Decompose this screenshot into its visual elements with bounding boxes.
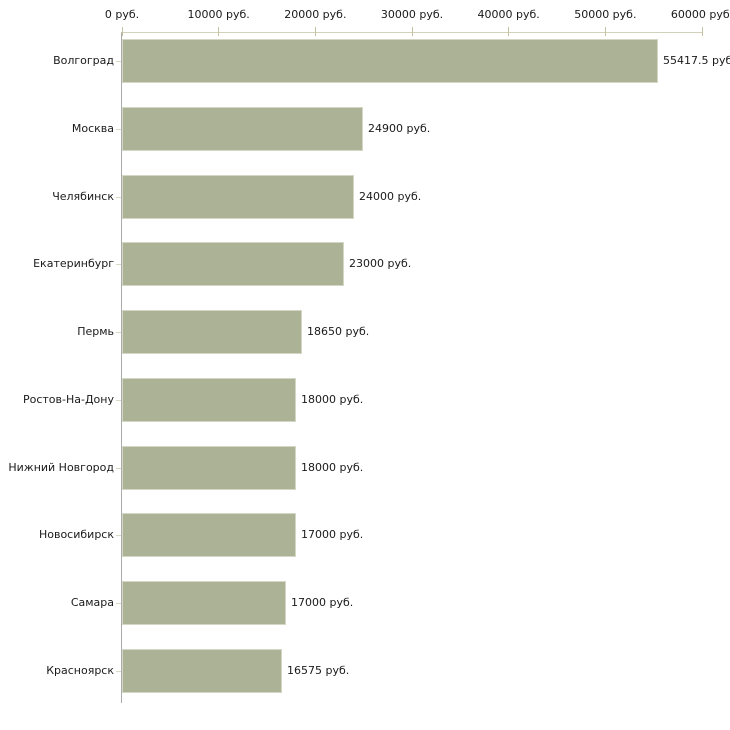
x-axis-tick xyxy=(604,27,606,36)
value-label: 23000 руб. xyxy=(349,257,412,271)
category-label: Волгоград xyxy=(53,54,114,67)
bar xyxy=(122,377,296,422)
category-label: Челябинск xyxy=(52,189,114,203)
value-label: 18000 руб. xyxy=(301,460,364,474)
category-label: Самара xyxy=(70,596,114,609)
value-label: 17000 руб. xyxy=(301,528,364,542)
value-label: 55417.5 руб xyxy=(663,54,730,67)
x-axis-tick xyxy=(314,27,316,36)
x-axis-tick-label: 30000 руб. xyxy=(380,8,444,21)
category-label: Новосибирск xyxy=(38,528,114,542)
x-axis-tick-label: 50000 руб. xyxy=(574,8,637,21)
category-tick xyxy=(116,332,121,333)
bar xyxy=(122,106,363,151)
category-tick xyxy=(116,670,121,672)
category-tick xyxy=(116,399,121,401)
category-label: Пермь xyxy=(77,325,114,338)
bar xyxy=(122,648,282,693)
bar xyxy=(122,310,302,354)
x-axis-tick xyxy=(121,27,123,36)
category-tick xyxy=(116,535,121,537)
x-axis-tick-label: 40000 руб. xyxy=(477,8,540,21)
value-label: 24900 руб. xyxy=(368,121,431,135)
bar xyxy=(122,581,286,625)
plot-area xyxy=(121,27,703,703)
bar xyxy=(122,445,296,490)
category-label: Москва xyxy=(71,121,114,135)
x-axis-tick-label: 20000 руб. xyxy=(284,8,347,21)
category-tick xyxy=(116,264,121,266)
value-label: 17000 руб. xyxy=(291,596,354,609)
category-label: Екатеринбург xyxy=(33,257,114,271)
x-axis-tick-label: 10000 руб. xyxy=(187,8,250,21)
bar xyxy=(122,242,344,287)
x-axis-tick xyxy=(218,27,220,36)
category-label: Красноярск xyxy=(46,663,114,677)
x-axis-tick-label: 60000 руб. xyxy=(670,8,730,21)
category-tick xyxy=(116,196,121,198)
category-label: Нижний Новгород xyxy=(8,460,114,474)
value-label: 24000 руб. xyxy=(359,189,422,203)
x-axis-tick-label: 0 руб. xyxy=(104,8,140,21)
value-label: 18650 руб. xyxy=(307,325,370,338)
category-tick xyxy=(116,603,121,604)
value-label: 18000 руб. xyxy=(301,392,364,406)
bar xyxy=(122,39,658,83)
bar xyxy=(122,174,354,219)
category-label: Ростов-На-Дону xyxy=(22,392,114,406)
x-axis-tick xyxy=(411,27,413,36)
x-axis-tick xyxy=(701,27,703,36)
category-tick xyxy=(116,128,121,130)
category-tick xyxy=(116,61,121,62)
category-tick xyxy=(116,467,121,469)
bar xyxy=(122,513,296,558)
x-axis-tick xyxy=(508,27,510,36)
value-label: 16575 руб. xyxy=(287,663,350,677)
